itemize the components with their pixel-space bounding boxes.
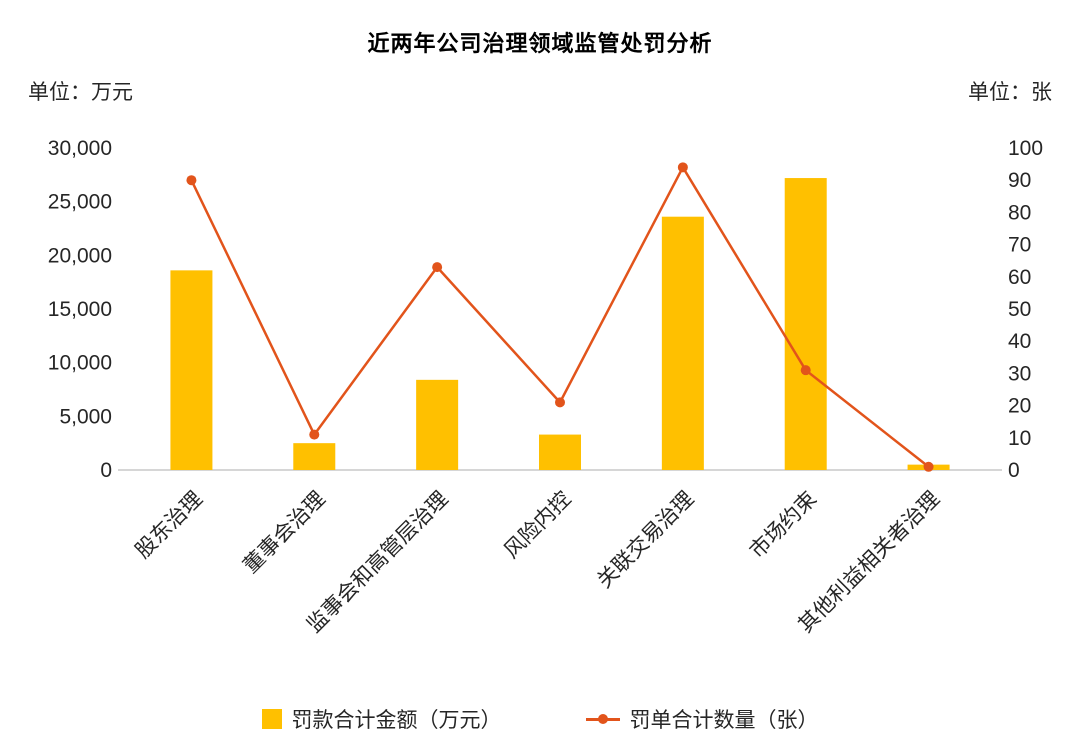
bar-series-legend-label: 罚款合计金额（万元）: [291, 709, 502, 732]
right-axis-tick-label: 10: [1008, 427, 1031, 450]
line-marker-关联交易治理: [677, 162, 688, 173]
right-axis-tick-label: 100: [1008, 137, 1043, 160]
line-marker-监事会和高管层治理: [432, 262, 443, 273]
right-axis-tick-label: 30: [1008, 362, 1031, 385]
left-axis-tick-label: 20,000: [48, 244, 112, 267]
line-series-swatch-icon: [585, 714, 620, 724]
chart-legend: 罚款合计金额（万元） 罚单合计数量（张）: [0, 704, 1080, 734]
x-axis-category-label: 监事会和高管层治理: [303, 487, 453, 637]
line-marker-股东治理: [186, 175, 197, 186]
left-axis-tick-label: 15,000: [48, 298, 112, 321]
x-axis-category-label: 市场约束: [746, 487, 822, 563]
combo-chart: 0 5,000 10,000 15,000 20,000 25,000 30,000 0 10 2…: [48, 137, 1043, 637]
left-axis-tick-label: 5,000: [59, 405, 112, 428]
x-axis-category-label: 其他利益相关者治理: [794, 487, 944, 637]
line-marker-董事会治理: [309, 429, 320, 440]
line-marker-风险内控: [555, 397, 565, 408]
x-axis-category-label: 股东治理: [131, 487, 207, 563]
line-series-dot-icon: [597, 714, 608, 724]
left-axis-tick-label: 25,000: [48, 191, 112, 214]
bar-市场约束: [784, 178, 827, 470]
right-axis-tick-label: 20: [1008, 395, 1031, 418]
bar-series-swatch-icon: [261, 709, 282, 729]
right-axis-tick-label: 50: [1008, 298, 1031, 321]
line-marker-市场约束: [800, 365, 811, 376]
bar-风险内控: [539, 434, 581, 470]
right-axis-tick-label: 60: [1008, 266, 1031, 289]
right-axis-tick-label: 40: [1008, 330, 1031, 353]
x-axis-category-label: 风险内控: [500, 487, 576, 563]
left-axis-unit-label: 单位：万元: [28, 81, 133, 104]
left-axis-tick-label: 10,000: [48, 352, 112, 375]
x-axis-category-label: 董事会治理: [239, 487, 330, 578]
bar-股东治理: [170, 270, 213, 470]
bar-关联交易治理: [661, 216, 704, 470]
right-axis-tick-label: 70: [1008, 234, 1031, 257]
right-axis-tick-label: 90: [1008, 169, 1031, 192]
right-axis-tick-label: 80: [1008, 201, 1031, 224]
chart-title: 近两年公司治理领域监管处罚分析: [367, 31, 713, 56]
right-axis-unit-label: 单位：张: [968, 81, 1052, 104]
legend-item-line-series: 罚单合计数量（张）: [585, 704, 819, 734]
right-axis-tick-label: 0: [1008, 459, 1020, 482]
legend-item-bar-series: 罚款合计金额（万元）: [261, 704, 502, 734]
x-axis-category-label: 关联交易治理: [593, 487, 698, 592]
bar-董事会治理: [293, 443, 336, 470]
line-series-legend-label: 罚单合计数量（张）: [629, 709, 819, 732]
line-marker-其他利益相关者治理: [923, 461, 934, 472]
left-axis-tick-label: 0: [100, 459, 112, 482]
left-axis-tick-label: 30,000: [48, 137, 112, 160]
bar-监事会和高管层治理: [416, 379, 459, 470]
